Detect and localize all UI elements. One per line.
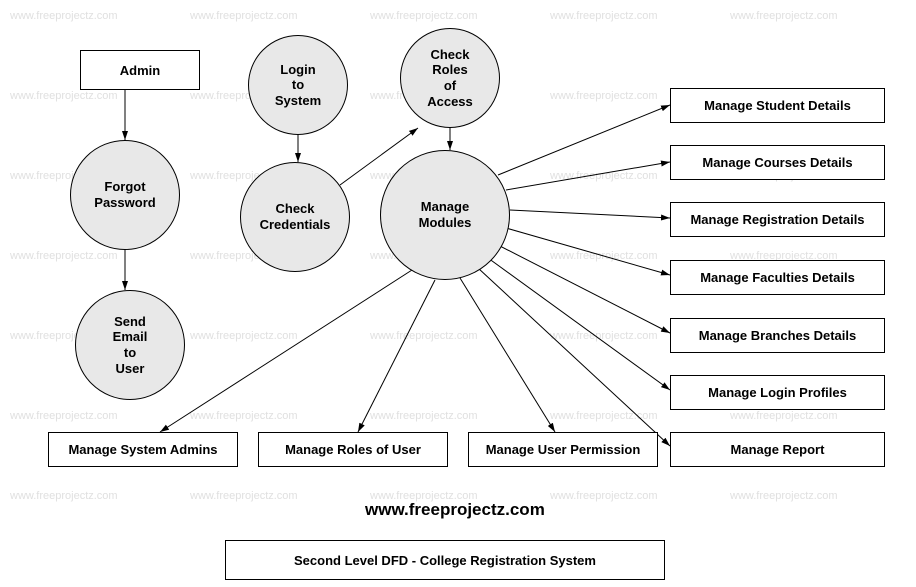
entity-admin: Admin xyxy=(80,50,200,90)
process-roles: Check Roles of Access xyxy=(400,28,500,128)
process-sendemail: Send Email to User xyxy=(75,290,185,400)
arrow xyxy=(498,105,670,175)
arrow xyxy=(506,162,670,190)
entity-report: Manage Report xyxy=(670,432,885,467)
process-login: Login to System xyxy=(248,35,348,135)
entity-userperm: Manage User Permission xyxy=(468,432,658,467)
arrow xyxy=(506,228,670,275)
arrow xyxy=(498,245,670,333)
entity-courses: Manage Courses Details xyxy=(670,145,885,180)
process-credentials: Check Credentials xyxy=(240,162,350,272)
arrow xyxy=(460,278,555,432)
footer-link: www.freeprojectz.com xyxy=(365,500,545,520)
process-forgot: Forgot Password xyxy=(70,140,180,250)
arrow xyxy=(160,270,412,432)
entity-branches: Manage Branches Details xyxy=(670,318,885,353)
process-modules: Manage Modules xyxy=(380,150,510,280)
entity-students: Manage Student Details xyxy=(670,88,885,123)
entity-sysadmin: Manage System Admins xyxy=(48,432,238,467)
entity-profiles: Manage Login Profiles xyxy=(670,375,885,410)
arrow xyxy=(510,210,670,218)
entity-rolesuser: Manage Roles of User xyxy=(258,432,448,467)
entity-fac: Manage Faculties Details xyxy=(670,260,885,295)
arrow xyxy=(358,280,435,432)
entity-reg: Manage Registration Details xyxy=(670,202,885,237)
arrow xyxy=(478,268,670,446)
entity-title: Second Level DFD - College Registration … xyxy=(225,540,665,580)
arrow xyxy=(488,258,670,390)
